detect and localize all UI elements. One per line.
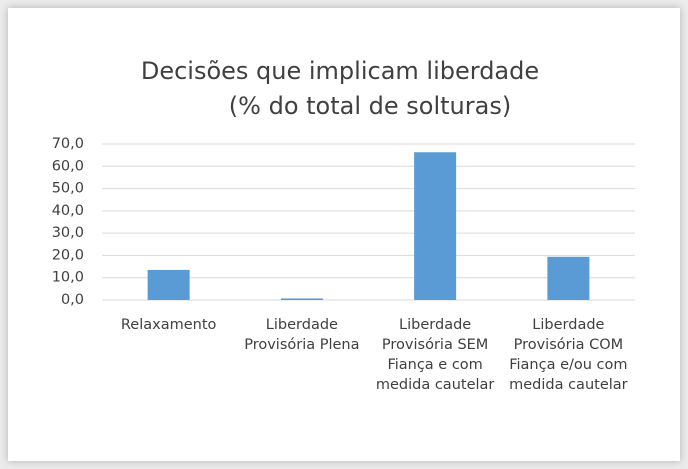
- y-tick-label: 50,0: [52, 181, 84, 197]
- bar: [147, 269, 190, 300]
- y-tick-label: 0,0: [61, 292, 84, 308]
- chart-card: Decisões que implicam liberdade (% do to…: [8, 8, 680, 461]
- bar: [280, 298, 323, 300]
- y-tick-label: 30,0: [52, 225, 84, 241]
- y-tick-label: 40,0: [52, 203, 84, 219]
- bar: [414, 152, 457, 300]
- x-tick-label: Liberdade Provisória Plena: [244, 317, 360, 353]
- chart: Decisões que implicam liberdade (% do to…: [52, 57, 635, 308]
- x-tick-label: Liberdade Provisória COM Fiança e/ou com…: [509, 317, 628, 393]
- y-tick-label: 20,0: [52, 247, 84, 263]
- x-tick-label: Relaxamento: [120, 317, 217, 333]
- y-tick-label: 10,0: [52, 270, 84, 286]
- x-tick-label: Liberdade Provisória SEM Fiança e com me…: [375, 317, 495, 393]
- y-tick-label: 70,0: [52, 136, 84, 152]
- y-tick-label: 60,0: [52, 158, 84, 174]
- chart-subtitle: (% do total de solturas): [229, 92, 511, 120]
- bar: [547, 256, 590, 300]
- chart-title: Decisões que implicam liberdade: [141, 57, 539, 85]
